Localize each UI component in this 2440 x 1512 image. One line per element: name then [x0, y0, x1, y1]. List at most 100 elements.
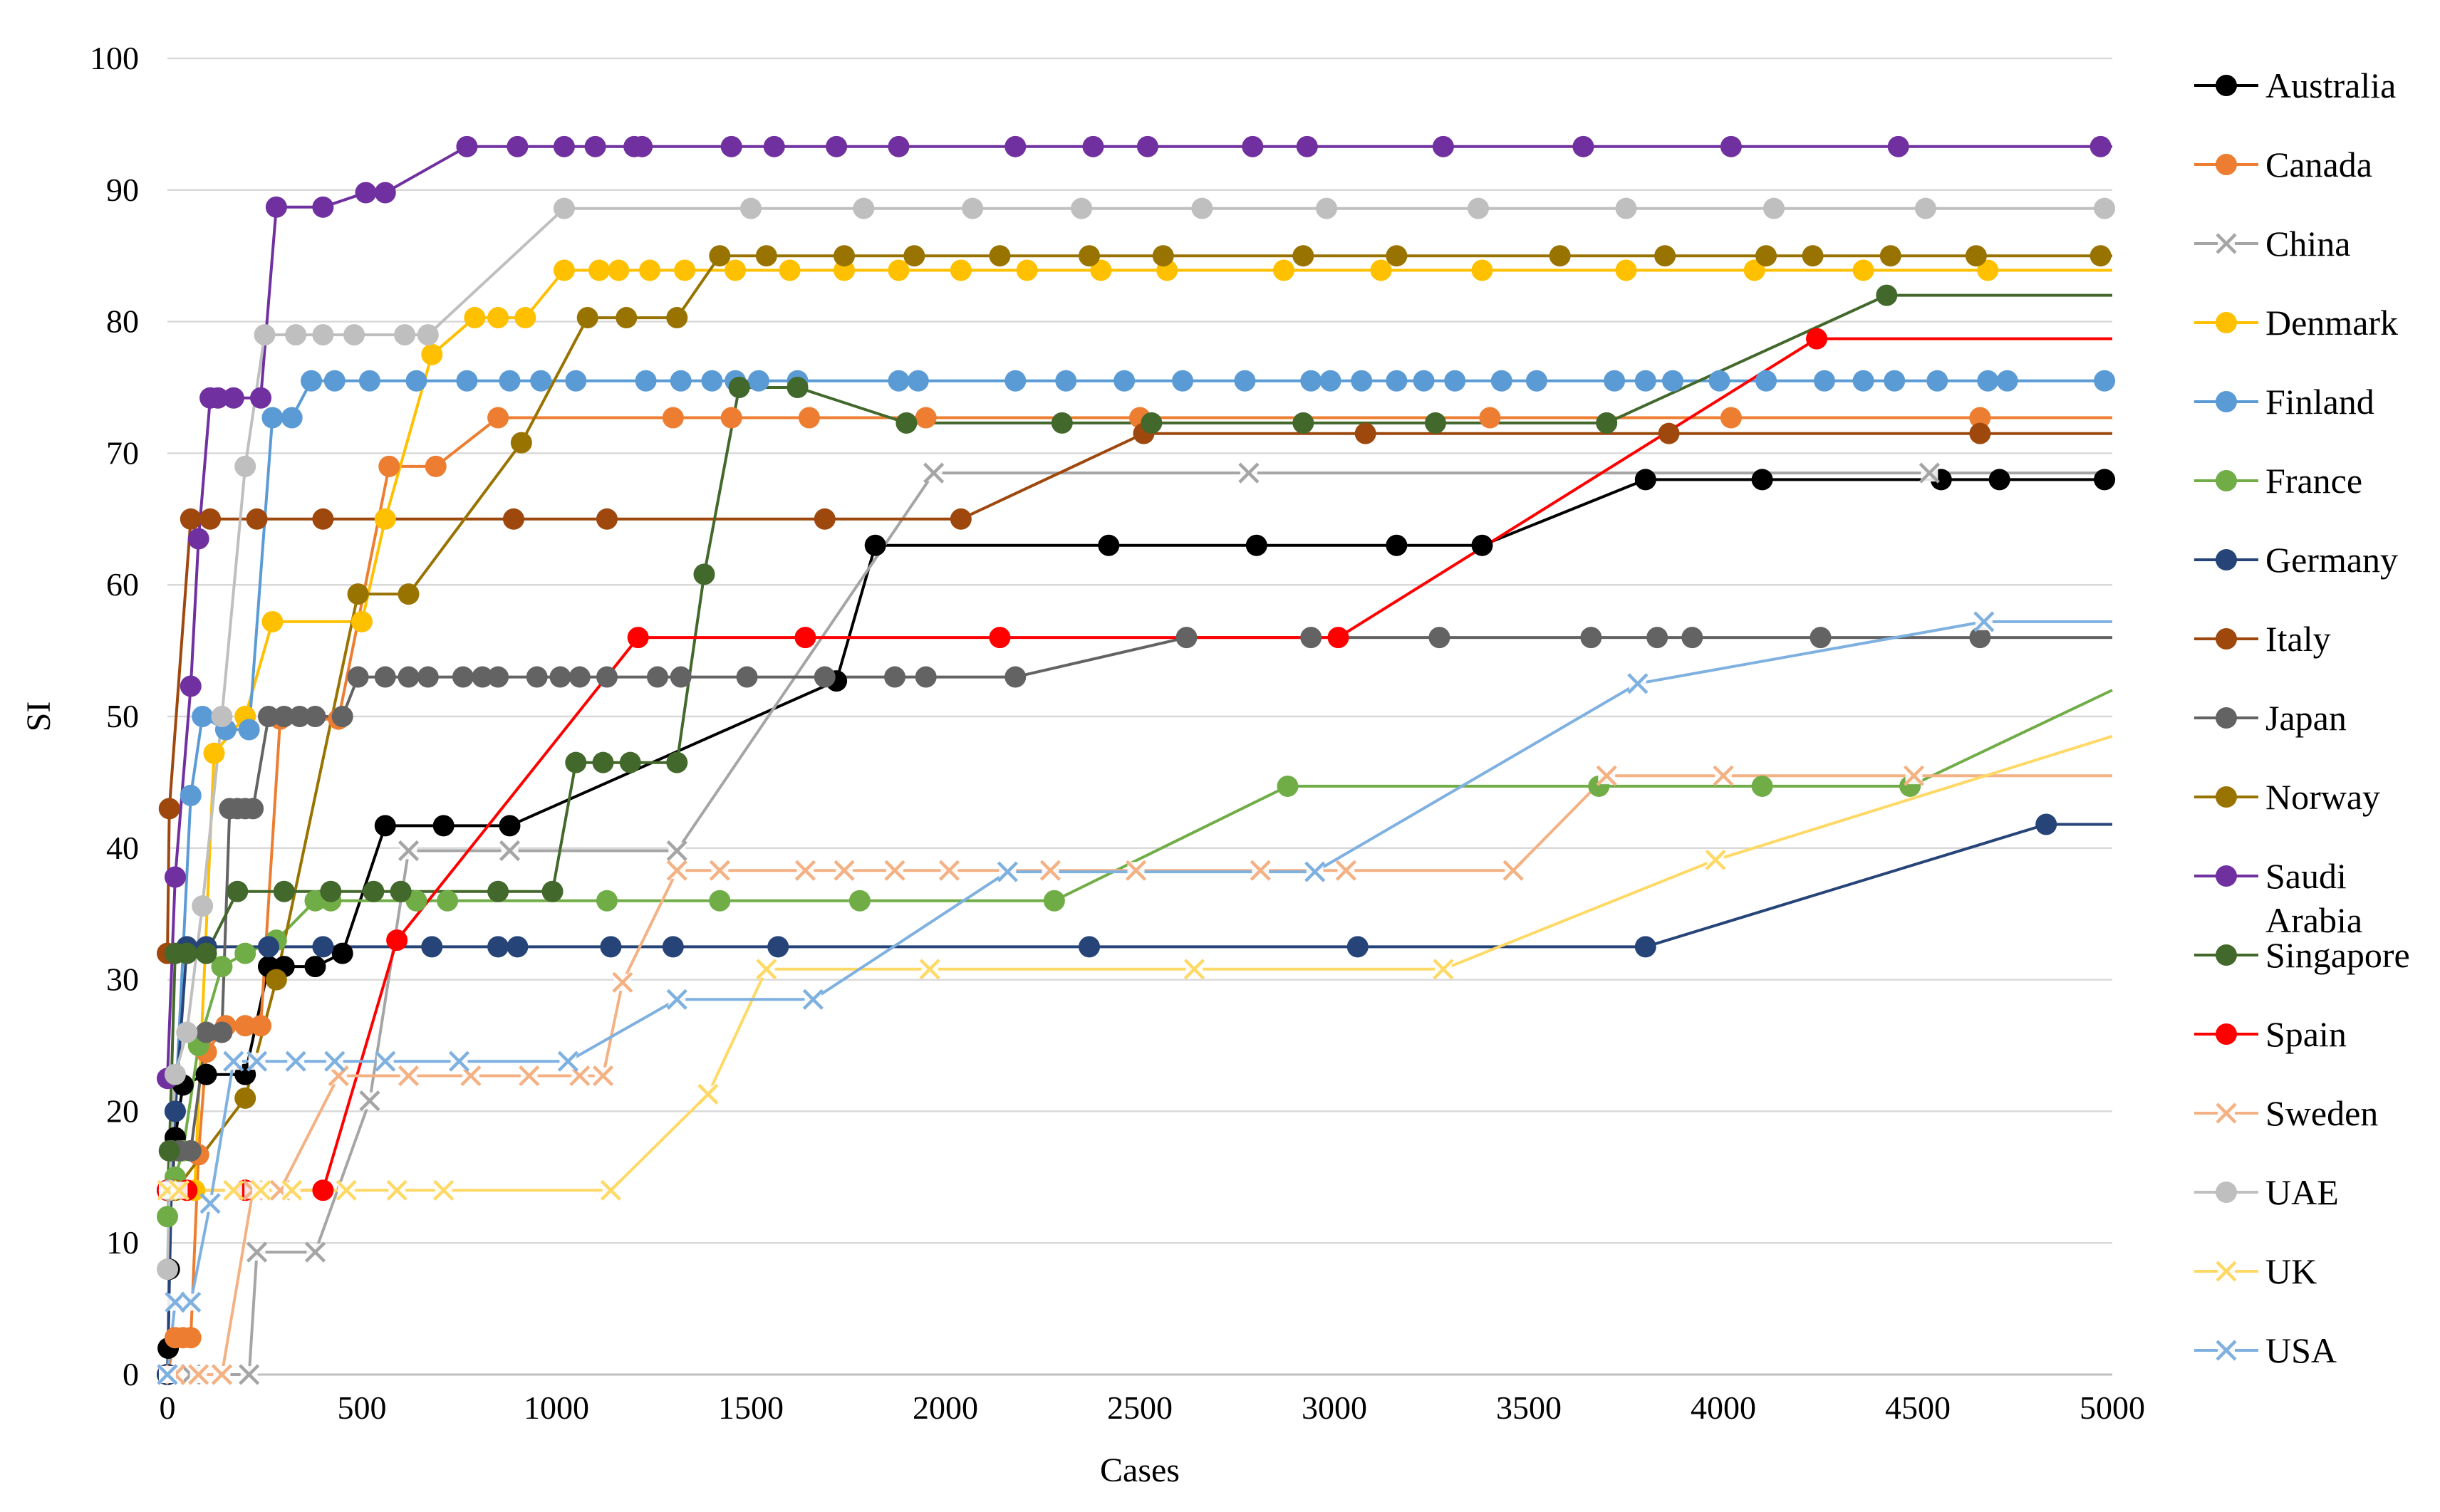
data-point-france: [157, 1206, 178, 1228]
data-point-uae: [1191, 197, 1213, 219]
data-point-saudi-arabia: [763, 135, 785, 157]
data-point-australia: [499, 815, 521, 837]
data-point-singapore: [786, 377, 809, 398]
legend-label-spain: Spain: [2265, 1014, 2347, 1054]
data-point-uae: [176, 1021, 198, 1043]
data-point-denmark: [487, 307, 509, 329]
data-point-denmark: [674, 259, 696, 281]
data-point-china: [1238, 462, 1260, 484]
data-point-australia: [304, 956, 326, 978]
data-point-uae: [1316, 197, 1338, 219]
legend-marker-finland: [2216, 391, 2237, 412]
y-tick-label: 80: [106, 303, 139, 340]
data-point-japan: [1004, 666, 1027, 688]
data-point-china: [304, 1241, 326, 1263]
legend-marker-spain: [2216, 1023, 2237, 1045]
data-point-usa: [1973, 611, 1995, 632]
data-point-usa: [375, 1050, 396, 1072]
data-point-denmark: [1370, 259, 1392, 281]
data-point-denmark: [1016, 259, 1038, 281]
y-tick-label: 100: [90, 40, 139, 76]
data-point-germany: [487, 936, 509, 958]
data-point-sweden: [398, 1065, 420, 1087]
data-point-uae: [2094, 197, 2116, 219]
data-point-saudi-arabia: [1082, 135, 1104, 157]
data-point-australia: [331, 942, 353, 964]
legend-marker-denmark: [2216, 312, 2237, 333]
data-point-japan: [736, 666, 758, 688]
data-point-italy: [158, 798, 180, 820]
data-point-japan: [242, 798, 264, 820]
data-point-norway: [1965, 245, 1987, 267]
data-point-japan: [1580, 627, 1602, 649]
series-points-finland: [157, 370, 2116, 1201]
y-tick-label: 20: [106, 1093, 139, 1129]
y-tick-label: 60: [106, 566, 139, 603]
legend-marker-france: [2216, 470, 2237, 491]
data-point-china: [666, 840, 687, 862]
data-point-uae: [553, 197, 575, 219]
data-point-australia: [1098, 534, 1120, 556]
legend-label-japan: Japan: [2265, 698, 2347, 738]
data-point-singapore: [1596, 412, 1618, 434]
legend-label-china: China: [2265, 224, 2350, 264]
data-point-denmark: [888, 259, 910, 281]
data-point-uae: [394, 324, 416, 346]
data-point-uk: [386, 1179, 407, 1201]
data-point-italy: [199, 508, 222, 530]
data-point-france: [304, 890, 326, 912]
x-tick-label: 4000: [1691, 1390, 1756, 1426]
data-point-finland: [1525, 370, 1547, 392]
data-point-japan: [374, 666, 396, 688]
data-point-usa: [802, 989, 824, 1010]
legend-marker-japan: [2216, 707, 2237, 729]
data-point-france: [234, 942, 256, 964]
data-point-japan: [273, 706, 295, 727]
data-point-canada: [915, 407, 937, 429]
data-point-norway: [576, 307, 598, 329]
data-point-china: [246, 1241, 268, 1263]
data-point-saudi-arabia: [888, 135, 910, 157]
data-point-germany: [2035, 813, 2057, 835]
data-point-finland: [1055, 370, 1077, 392]
series-line-denmark: [167, 268, 2112, 1192]
data-point-singapore: [592, 751, 614, 773]
data-point-finland: [358, 370, 380, 392]
legend-marker-australia: [2216, 75, 2237, 96]
legend-label-denmark: Denmark: [2265, 303, 2398, 343]
data-point-china: [398, 840, 420, 862]
data-point-spain: [312, 1179, 334, 1201]
data-point-singapore: [1424, 412, 1446, 434]
legend-label-italy: Italy: [2265, 619, 2331, 659]
data-point-saudi-arabia: [1720, 135, 1742, 157]
data-point-singapore: [619, 751, 641, 773]
data-point-sweden: [612, 971, 633, 993]
data-point-denmark: [1471, 259, 1493, 281]
data-point-singapore: [320, 880, 342, 902]
y-tick-label: 30: [106, 961, 139, 998]
data-point-saudi-arabia: [631, 135, 653, 157]
data-point-norway: [1386, 245, 1408, 267]
data-point-finland: [1662, 370, 1684, 392]
data-point-uk: [1433, 959, 1454, 980]
data-point-japan: [1300, 627, 1322, 649]
legend-item-japan: Japan: [2194, 698, 2347, 738]
data-point-singapore: [487, 880, 509, 902]
data-point-sweden: [1039, 860, 1061, 881]
legend-item-usa: USA: [2194, 1330, 2337, 1370]
data-point-usa: [324, 1050, 346, 1072]
data-point-sweden: [1250, 860, 1271, 881]
data-point-japan: [670, 666, 692, 688]
data-point-saudi-arabia: [250, 387, 272, 409]
data-point-denmark: [1090, 259, 1112, 281]
data-point-usa: [997, 861, 1018, 882]
data-point-finland: [1172, 370, 1194, 392]
y-tick-label: 40: [106, 830, 139, 866]
data-point-sweden: [938, 860, 960, 881]
data-point-norway: [989, 245, 1011, 267]
data-point-finland: [405, 370, 427, 392]
data-point-saudi-arabia: [2089, 135, 2112, 157]
data-point-finland: [1926, 370, 1948, 392]
series-points-italy: [157, 422, 1991, 964]
data-point-japan: [1428, 627, 1450, 649]
